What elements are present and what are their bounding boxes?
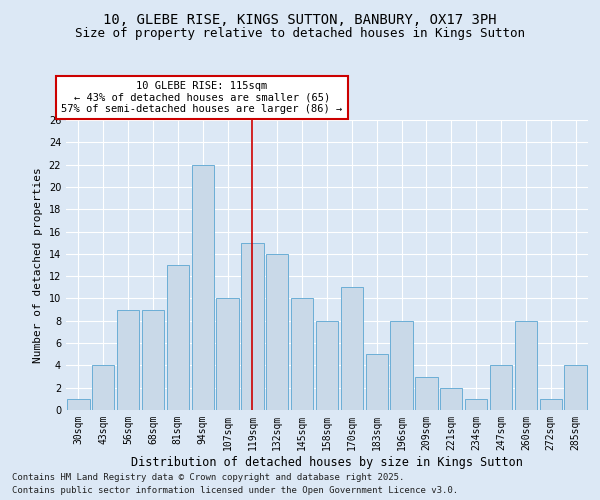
Bar [142, 310, 164, 410]
Bar [117, 310, 139, 410]
X-axis label: Distribution of detached houses by size in Kings Sutton: Distribution of detached houses by size … [131, 456, 523, 468]
Bar [539, 399, 562, 410]
Bar [241, 242, 263, 410]
Text: 10, GLEBE RISE, KINGS SUTTON, BANBURY, OX17 3PH: 10, GLEBE RISE, KINGS SUTTON, BANBURY, O… [103, 12, 497, 26]
Bar [266, 254, 289, 410]
Y-axis label: Number of detached properties: Number of detached properties [33, 167, 43, 363]
Bar [515, 321, 537, 410]
Text: Contains HM Land Registry data © Crown copyright and database right 2025.: Contains HM Land Registry data © Crown c… [12, 474, 404, 482]
Bar [217, 298, 239, 410]
Text: 10 GLEBE RISE: 115sqm
← 43% of detached houses are smaller (65)
57% of semi-deta: 10 GLEBE RISE: 115sqm ← 43% of detached … [61, 81, 343, 114]
Bar [440, 388, 463, 410]
Bar [191, 164, 214, 410]
Bar [291, 298, 313, 410]
Bar [465, 399, 487, 410]
Bar [341, 288, 363, 410]
Bar [565, 366, 587, 410]
Bar [391, 321, 413, 410]
Bar [167, 265, 189, 410]
Bar [92, 366, 115, 410]
Bar [316, 321, 338, 410]
Bar [490, 366, 512, 410]
Bar [365, 354, 388, 410]
Bar [67, 399, 89, 410]
Bar [415, 376, 437, 410]
Text: Contains public sector information licensed under the Open Government Licence v3: Contains public sector information licen… [12, 486, 458, 495]
Text: Size of property relative to detached houses in Kings Sutton: Size of property relative to detached ho… [75, 28, 525, 40]
